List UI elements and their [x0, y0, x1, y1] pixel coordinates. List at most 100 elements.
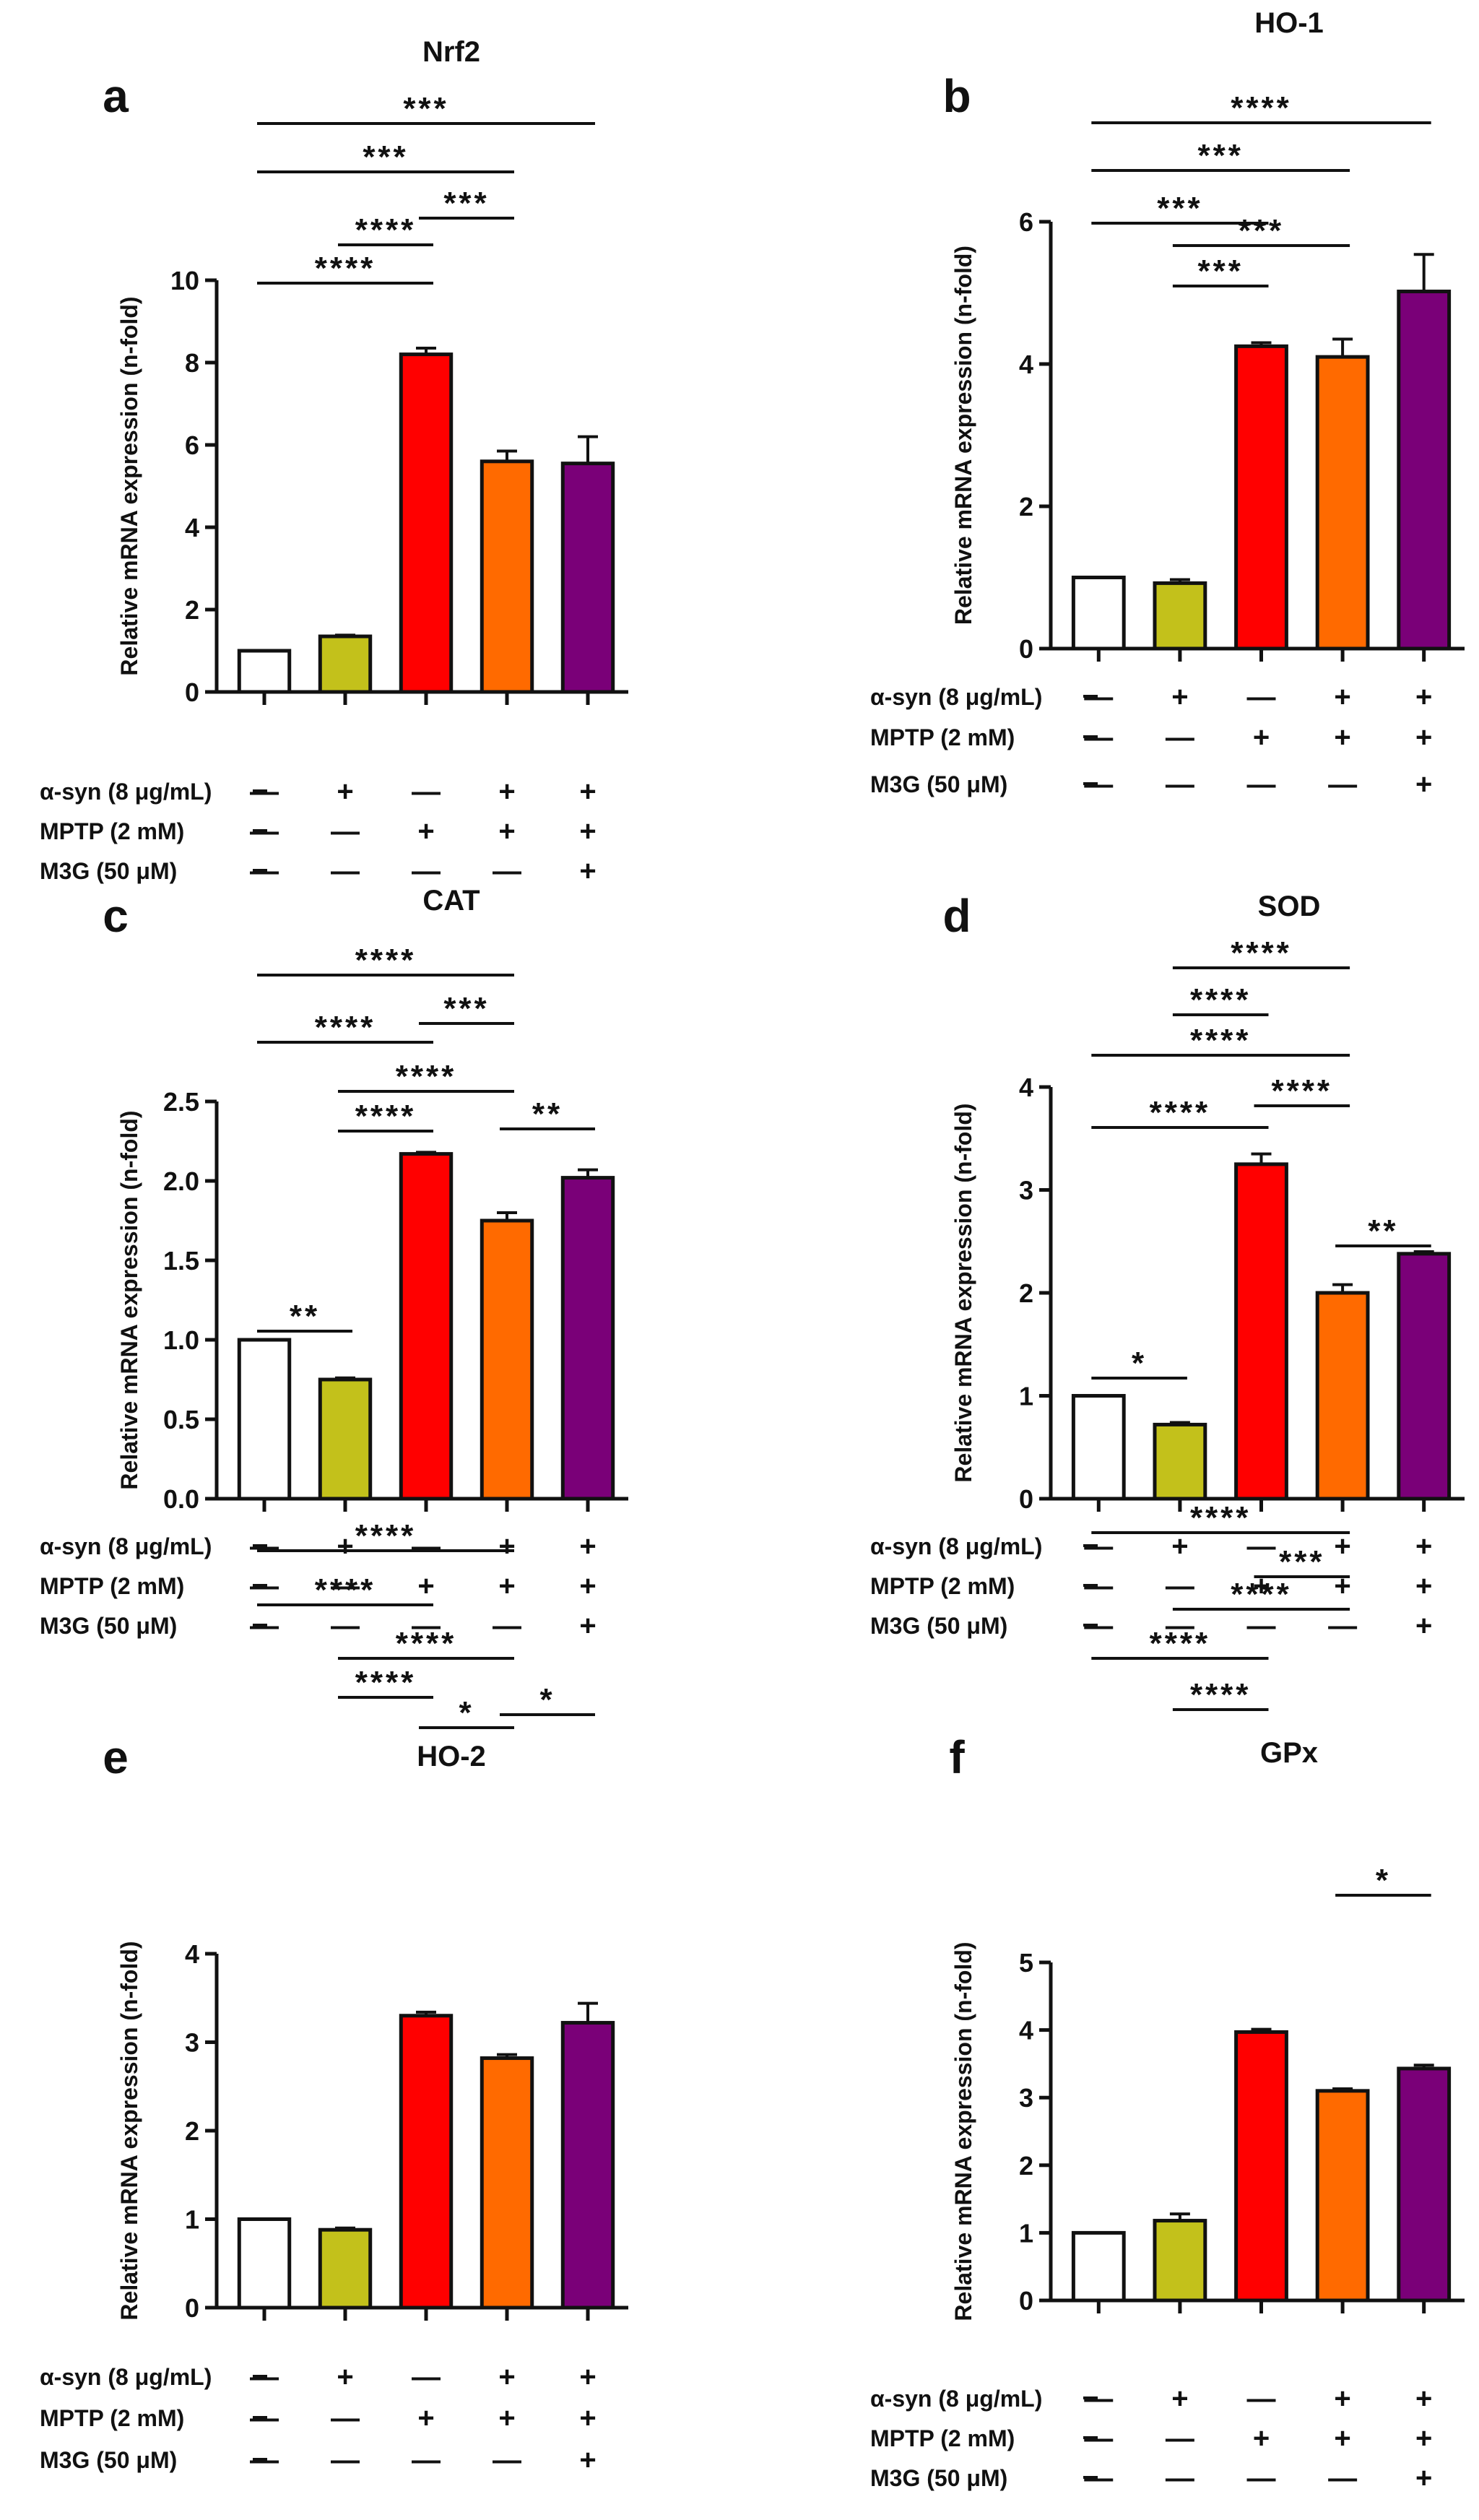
treatment-mark: — — [412, 1530, 441, 1562]
bar — [1315, 355, 1370, 651]
chart-panel-d: d SOD 0 1 2 3 4 Relative mRNA expression (n-fol… — [870, 890, 1465, 1642]
treatment-mark: + — [1171, 1530, 1188, 1562]
bar — [318, 2227, 373, 2310]
treatment-mark: — — [1166, 2422, 1194, 2454]
y-axis-label: Relative mRNA expression (n-fold) — [116, 1110, 142, 1489]
treatment-mark: + — [417, 815, 434, 847]
bar — [1234, 2030, 1288, 2303]
treatment-row-label: α-syn (8 μg/mL) — [40, 1533, 212, 1559]
y-tick-label: 4 — [185, 513, 199, 542]
significance-label: **** — [315, 251, 376, 286]
treatment-row-label: M3G (50 μM) — [40, 858, 177, 884]
significance-label: *** — [443, 186, 489, 221]
significance-label: * — [459, 1695, 474, 1731]
significance-label: * — [1132, 1346, 1147, 1381]
y-tick-label: 0 — [1019, 2286, 1033, 2316]
chart-panel-b: b HO-1 0 2 4 6 Relative mRNA expression (n-fol… — [870, 7, 1465, 800]
bar — [1315, 1291, 1370, 1501]
chart-title: HO-1 — [1254, 7, 1324, 39]
y-tick-label: 0.5 — [163, 1405, 199, 1434]
treatment-row-label: α-syn (8 μg/mL) — [870, 2386, 1042, 2412]
treatment-mark: — — [412, 855, 441, 887]
treatment-mark: + — [1334, 1570, 1350, 1602]
significance-label: **** — [1150, 1626, 1211, 1661]
bar — [1397, 1252, 1452, 1501]
treatment-row-label: MPTP (2 mM) — [870, 1573, 1015, 1599]
treatment-mark: + — [1415, 681, 1432, 713]
y-axis-label: Relative mRNA expression (n-fold) — [116, 1941, 142, 2320]
chart-title: Nrf2 — [422, 36, 480, 68]
y-tick-label: 0 — [1019, 1484, 1033, 1514]
bar — [237, 1338, 292, 1501]
treatment-mark: — — [331, 1570, 360, 1602]
treatment-mark: — — [493, 1610, 521, 1642]
bar — [1234, 1162, 1288, 1501]
significance-label: **** — [1272, 1073, 1333, 1109]
significance-label: **** — [1190, 1500, 1252, 1536]
treatment-mark: — — [1328, 768, 1357, 800]
treatment-mark: — — [1166, 768, 1194, 800]
significance-label: *** — [443, 991, 489, 1026]
significance-label: * — [1376, 1863, 1391, 1898]
treatment-mark: + — [417, 2402, 434, 2434]
significance-label: **** — [355, 1518, 417, 1554]
y-axis-label: Relative mRNA expression (n-fold) — [950, 1103, 976, 1482]
bar — [480, 1218, 534, 1501]
bar — [237, 649, 292, 694]
significance-label: **** — [315, 1572, 376, 1608]
y-tick-label: 1 — [1019, 1382, 1033, 1411]
treatment-mark: + — [579, 1610, 596, 1642]
significance-label: *** — [1198, 138, 1244, 173]
panel-letter: c — [103, 890, 129, 942]
significance-label: *** — [403, 91, 448, 126]
treatment-mark: — — [1247, 768, 1276, 800]
chart-panel-f: f GPx 0 1 2 3 4 5 Relative mRNA expression (n-fo… — [870, 1500, 1465, 2494]
treatment-mark: — — [331, 2402, 360, 2434]
y-tick-label: 10 — [170, 266, 199, 295]
treatment-row-label: M3G (50 μM) — [870, 1613, 1007, 1639]
panel-letter: a — [103, 70, 129, 122]
bar — [399, 1152, 454, 1501]
treatment-mark: + — [1334, 2422, 1350, 2454]
y-tick-label: 2.0 — [163, 1166, 199, 1196]
y-tick-label: 2.5 — [163, 1087, 199, 1117]
chart-panel-a: a Nrf2 0 2 4 6 8 10 Relative mRNA expression (n-… — [40, 36, 628, 887]
y-tick-label: 0.0 — [163, 1484, 199, 1514]
treatment-mark: + — [1253, 722, 1270, 753]
panel-letter: d — [942, 890, 971, 942]
treatment-mark: + — [579, 815, 596, 847]
treatment-mark: + — [1253, 2422, 1270, 2454]
chart-panel-c: c CAT 0.0 0.5 1.0 1.5 2.0 2.5 Relative mRNA expr… — [40, 885, 628, 1642]
treatment-mark: + — [498, 2361, 515, 2393]
treatment-row-label: MPTP (2 mM) — [40, 818, 184, 844]
treatment-mark: + — [1334, 681, 1350, 713]
significance-label: **** — [396, 1626, 457, 1661]
bar — [560, 2021, 615, 2310]
bar — [1153, 1422, 1207, 1501]
bar — [1397, 2066, 1452, 2303]
panel-letter: f — [949, 1731, 965, 1783]
y-axis-label: Relative mRNA expression (n-fold) — [950, 246, 976, 625]
treatment-mark: — — [1166, 722, 1194, 753]
chart-title: CAT — [422, 885, 480, 917]
treatment-mark: + — [337, 1530, 353, 1562]
treatment-mark: + — [579, 2361, 596, 2393]
significance-label: *** — [1198, 254, 1244, 289]
treatment-mark: + — [337, 2361, 353, 2393]
significance-label: **** — [1190, 1023, 1252, 1058]
treatment-row-label: α-syn (8 μg/mL) — [870, 684, 1042, 710]
treatment-mark: + — [1171, 2383, 1188, 2415]
treatment-row-label: MPTP (2 mM) — [40, 2405, 184, 2431]
treatment-mark: + — [1334, 1530, 1350, 1562]
y-tick-label: 1.5 — [163, 1246, 199, 1276]
significance-label: *** — [1239, 213, 1284, 248]
bar — [1153, 581, 1207, 651]
bar — [1315, 2089, 1370, 2303]
treatment-row-label: M3G (50 μM) — [870, 2465, 1007, 2491]
panel-letter: e — [103, 1731, 129, 1783]
treatment-mark: — — [331, 855, 360, 887]
treatment-row-label: MPTP (2 mM) — [40, 1573, 184, 1599]
significance-label: *** — [1157, 191, 1202, 226]
significance-label: **** — [1150, 1095, 1211, 1130]
